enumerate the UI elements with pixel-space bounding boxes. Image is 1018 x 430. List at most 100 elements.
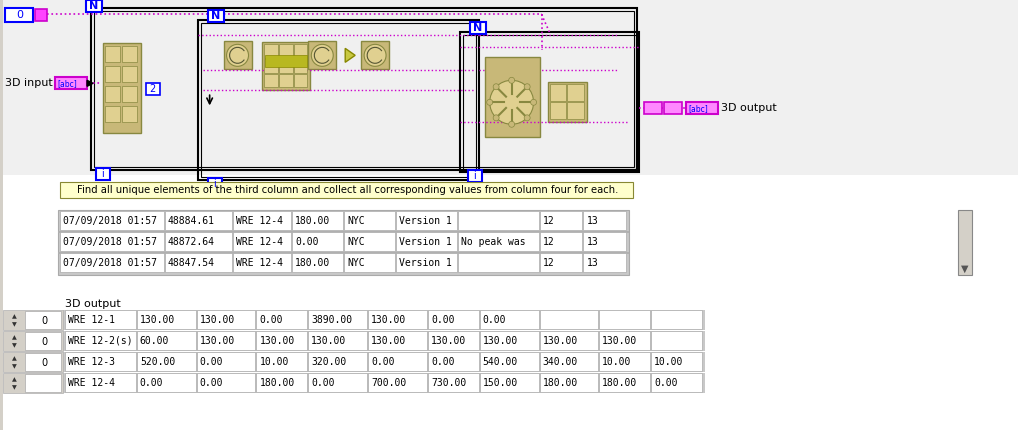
Bar [3, 310, 63, 330]
Text: 3D output: 3D output [65, 299, 121, 309]
Bar [567, 102, 584, 119]
Bar [65, 373, 135, 392]
Bar [265, 59, 278, 73]
Bar [600, 352, 651, 371]
Text: WRE 12-3: WRE 12-3 [68, 356, 115, 366]
Bar [458, 253, 539, 272]
Bar [479, 352, 539, 371]
Bar [58, 210, 629, 275]
Bar [644, 102, 662, 114]
Text: No peak was: No peak was [461, 237, 525, 247]
Bar [3, 331, 63, 351]
Bar [136, 373, 195, 392]
Bar [458, 232, 539, 251]
Text: 340.00: 340.00 [543, 356, 578, 366]
Text: ▼: ▼ [12, 322, 16, 327]
Text: 0.00: 0.00 [200, 356, 223, 366]
Text: 130.00: 130.00 [543, 335, 578, 346]
Circle shape [524, 84, 530, 90]
Bar [308, 331, 367, 350]
Bar [197, 20, 478, 180]
Circle shape [364, 44, 386, 66]
Bar [105, 66, 120, 82]
Bar [25, 353, 61, 371]
Text: 130.00: 130.00 [603, 335, 637, 346]
Text: 0.00: 0.00 [372, 356, 395, 366]
Bar [136, 331, 195, 350]
Bar [65, 352, 135, 371]
Bar [91, 8, 637, 170]
Text: NYC: NYC [347, 237, 364, 247]
Text: ▼: ▼ [12, 364, 16, 369]
Bar [266, 55, 307, 68]
Text: 10.00: 10.00 [260, 356, 289, 366]
Bar [540, 352, 599, 371]
Text: 0.00: 0.00 [483, 315, 506, 325]
Text: 12: 12 [543, 237, 555, 247]
Text: 130.00: 130.00 [483, 335, 518, 346]
Text: Version 1: Version 1 [399, 237, 452, 247]
Bar [294, 74, 307, 87]
Bar [460, 32, 639, 172]
Bar [428, 331, 478, 350]
Text: ▲: ▲ [12, 335, 16, 340]
Text: 0: 0 [41, 358, 47, 368]
Text: NYC: NYC [347, 216, 364, 226]
Bar [58, 231, 629, 233]
Bar [428, 310, 478, 329]
Text: 48872.64: 48872.64 [168, 237, 215, 247]
Text: 130.00: 130.00 [260, 335, 295, 346]
Bar [686, 102, 718, 114]
Bar [600, 310, 651, 329]
Bar [428, 352, 478, 371]
Circle shape [493, 84, 499, 90]
Bar [3, 352, 63, 372]
Text: WRE 12-2(s): WRE 12-2(s) [68, 335, 132, 346]
Bar [201, 23, 475, 177]
Text: 180.00: 180.00 [260, 378, 295, 387]
Bar [65, 331, 135, 350]
Text: 0: 0 [15, 10, 22, 20]
Bar [652, 352, 702, 371]
Bar [3, 0, 1018, 175]
Text: 0: 0 [41, 316, 47, 326]
Bar [165, 232, 231, 251]
Bar [208, 10, 224, 22]
Text: Version 1: Version 1 [399, 258, 452, 267]
Text: i: i [213, 179, 216, 189]
Circle shape [487, 99, 493, 105]
Text: [abc]: [abc] [57, 79, 77, 88]
Circle shape [312, 44, 333, 66]
Text: 0.00: 0.00 [260, 315, 283, 325]
Bar [5, 8, 34, 22]
Text: 0.00: 0.00 [200, 378, 223, 387]
Bar [548, 82, 587, 122]
Bar [25, 311, 61, 329]
Bar [65, 310, 135, 329]
Bar [369, 331, 427, 350]
Text: ▼: ▼ [12, 385, 16, 390]
Bar [540, 211, 582, 230]
Bar [292, 232, 343, 251]
Bar [36, 9, 47, 22]
Bar [55, 77, 88, 89]
Text: [abc]: [abc] [688, 104, 708, 113]
Text: 0: 0 [41, 337, 47, 347]
Text: 180.00: 180.00 [543, 378, 578, 387]
Bar [122, 86, 136, 102]
Circle shape [493, 115, 499, 121]
Bar [87, 0, 102, 12]
Bar [463, 35, 636, 169]
Text: NYC: NYC [347, 258, 364, 267]
Bar [540, 253, 582, 272]
Bar [60, 232, 164, 251]
Bar [279, 74, 293, 87]
Text: 3D input: 3D input [5, 78, 53, 88]
Bar [265, 74, 278, 87]
Text: ▲: ▲ [12, 356, 16, 361]
Bar [294, 44, 307, 58]
Bar [583, 211, 626, 230]
Bar [468, 170, 482, 182]
Bar [664, 102, 682, 114]
Polygon shape [345, 48, 355, 62]
